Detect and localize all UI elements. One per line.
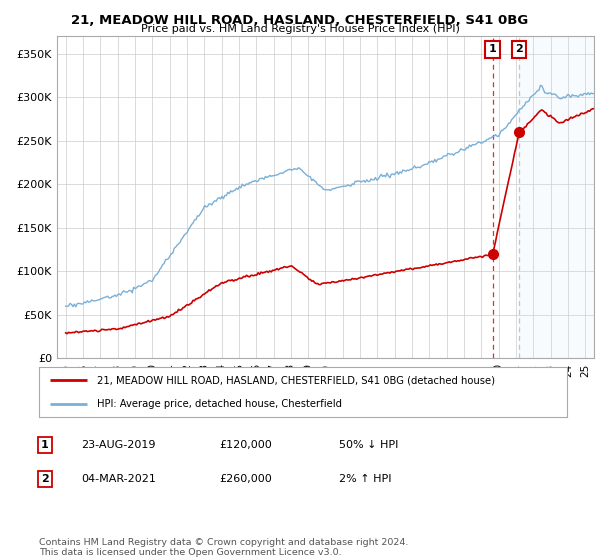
Text: 2% ↑ HPI: 2% ↑ HPI bbox=[339, 474, 391, 484]
Text: 2: 2 bbox=[41, 474, 49, 484]
Text: £120,000: £120,000 bbox=[219, 440, 272, 450]
Text: 21, MEADOW HILL ROAD, HASLAND, CHESTERFIELD, S41 0BG: 21, MEADOW HILL ROAD, HASLAND, CHESTERFI… bbox=[71, 14, 529, 27]
Text: 21, MEADOW HILL ROAD, HASLAND, CHESTERFIELD, S41 0BG (detached house): 21, MEADOW HILL ROAD, HASLAND, CHESTERFI… bbox=[97, 375, 495, 385]
Bar bbox=[519, 36, 594, 358]
Text: Price paid vs. HM Land Registry's House Price Index (HPI): Price paid vs. HM Land Registry's House … bbox=[140, 24, 460, 34]
Text: 2: 2 bbox=[515, 44, 523, 54]
Text: 04-MAR-2021: 04-MAR-2021 bbox=[81, 474, 156, 484]
Text: Contains HM Land Registry data © Crown copyright and database right 2024.
This d: Contains HM Land Registry data © Crown c… bbox=[39, 538, 409, 557]
Text: 1: 1 bbox=[41, 440, 49, 450]
Text: £260,000: £260,000 bbox=[219, 474, 272, 484]
Text: 1: 1 bbox=[489, 44, 497, 54]
Text: HPI: Average price, detached house, Chesterfield: HPI: Average price, detached house, Ches… bbox=[97, 399, 342, 409]
Text: 50% ↓ HPI: 50% ↓ HPI bbox=[339, 440, 398, 450]
Text: 23-AUG-2019: 23-AUG-2019 bbox=[81, 440, 155, 450]
